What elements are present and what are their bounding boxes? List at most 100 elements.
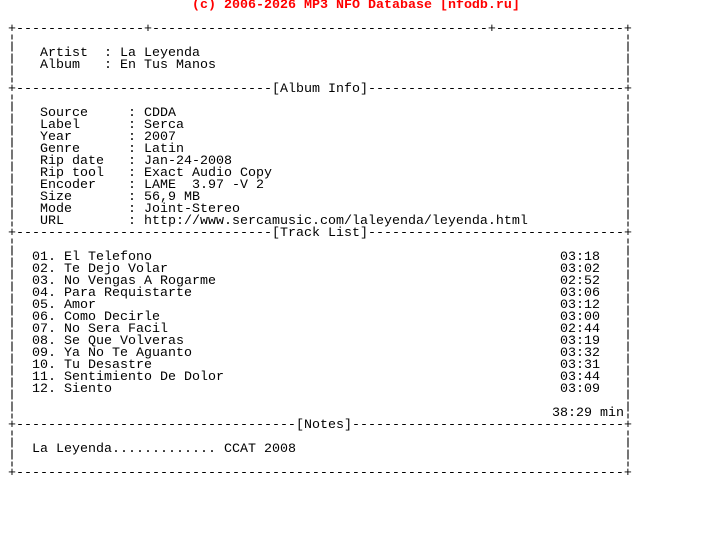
colon: : bbox=[128, 130, 136, 145]
colon: : bbox=[128, 202, 136, 217]
track-time: 03:06 bbox=[560, 286, 600, 301]
field-value: Latin bbox=[144, 142, 184, 157]
border-right: ¦ bbox=[624, 34, 632, 49]
track-title: 03. No Vengas A Rogarme bbox=[32, 274, 216, 289]
border-right: ¦ bbox=[624, 394, 632, 409]
track-title: 08. Se Que Volveras bbox=[32, 334, 184, 349]
border-left: ¦ bbox=[8, 406, 16, 421]
track-title: 04. Para Requistarte bbox=[32, 286, 192, 301]
border-right: ¦ bbox=[624, 154, 632, 169]
field-label: Year bbox=[40, 130, 72, 145]
border-right: ¦ bbox=[624, 118, 632, 133]
border-left: ¦ bbox=[8, 430, 16, 445]
colon: : bbox=[128, 166, 136, 181]
border-left: ¦ bbox=[8, 358, 16, 373]
track-title: 05. Amor bbox=[32, 298, 96, 313]
border-right: ¦ bbox=[624, 454, 632, 469]
border-left: ¦ bbox=[8, 34, 16, 49]
border-left: ¦ bbox=[8, 262, 16, 277]
album-value: En Tus Manos bbox=[120, 58, 216, 73]
border-left: ¦ bbox=[8, 274, 16, 289]
colon: : bbox=[128, 106, 136, 121]
border-left: ¦ bbox=[8, 202, 16, 217]
artist-value: La Leyenda bbox=[120, 46, 200, 61]
border-right: ¦ bbox=[624, 202, 632, 217]
border-line: --------------------------------+ bbox=[368, 226, 632, 241]
border-right: ¦ bbox=[624, 310, 632, 325]
colon: : bbox=[104, 46, 112, 61]
border-right: ¦ bbox=[624, 286, 632, 301]
track-time: 03:32 bbox=[560, 346, 600, 361]
border-line: +-------------------------------- bbox=[8, 226, 272, 241]
border-right: ¦ bbox=[624, 70, 632, 85]
border-left: ¦ bbox=[8, 106, 16, 121]
border-left: ¦ bbox=[8, 190, 16, 205]
border-left: ¦ bbox=[8, 286, 16, 301]
border-line: ----------------------------------+ bbox=[352, 418, 632, 433]
border-right: ¦ bbox=[624, 214, 632, 229]
field-label: Artist bbox=[40, 46, 88, 61]
border-left: ¦ bbox=[8, 298, 16, 313]
border-left: ¦ bbox=[8, 334, 16, 349]
field-value: CDDA bbox=[144, 106, 176, 121]
colon: : bbox=[128, 214, 136, 229]
border-left: ¦ bbox=[8, 250, 16, 265]
border-right: ¦ bbox=[624, 262, 632, 277]
border-right: ¦ bbox=[624, 370, 632, 385]
border-right: ¦ bbox=[624, 130, 632, 145]
border-left: ¦ bbox=[8, 382, 16, 397]
border-right: ¦ bbox=[624, 346, 632, 361]
track-time: 03:09 bbox=[560, 382, 600, 397]
border-left: ¦ bbox=[8, 346, 16, 361]
border-right: ¦ bbox=[624, 274, 632, 289]
field-value: Joint-Stereo bbox=[144, 202, 240, 217]
field-label: Size bbox=[40, 190, 72, 205]
border-line: --------------------------------+ bbox=[368, 82, 632, 97]
colon: : bbox=[128, 190, 136, 205]
border-right: ¦ bbox=[624, 406, 632, 421]
border-left: ¦ bbox=[8, 166, 16, 181]
total-time: 38:29 min bbox=[552, 406, 624, 421]
colon: : bbox=[128, 142, 136, 157]
border-right: ¦ bbox=[624, 166, 632, 181]
border-right: ¦ bbox=[624, 298, 632, 313]
border-right: ¦ bbox=[624, 430, 632, 445]
border-right: ¦ bbox=[624, 190, 632, 205]
border-right: ¦ bbox=[624, 106, 632, 121]
border-right: ¦ bbox=[624, 334, 632, 349]
border-left: ¦ bbox=[8, 46, 16, 61]
border-left: ¦ bbox=[8, 154, 16, 169]
field-label: Rip date bbox=[40, 154, 104, 169]
border-left: ¦ bbox=[8, 442, 16, 457]
border-left: ¦ bbox=[8, 214, 16, 229]
field-label: Rip tool bbox=[40, 166, 104, 181]
field-label: URL bbox=[40, 214, 64, 229]
track-time: 03:02 bbox=[560, 262, 600, 277]
border-left: ¦ bbox=[8, 394, 16, 409]
border-left: ¦ bbox=[8, 322, 16, 337]
field-value: 56,9 MB bbox=[144, 190, 200, 205]
colon: : bbox=[128, 178, 136, 193]
track-time: 03:44 bbox=[560, 370, 600, 385]
border-line: +---------------------------------------… bbox=[8, 466, 632, 481]
track-time: 02:52 bbox=[560, 274, 600, 289]
track-title: 02. Te Dejo Volar bbox=[32, 262, 168, 277]
field-value: LAME 3.97 -V 2 bbox=[144, 178, 264, 193]
track-title: 07. No Sera Facil bbox=[32, 322, 168, 337]
field-label: Genre bbox=[40, 142, 80, 157]
field-label: Album bbox=[40, 58, 80, 73]
field-value: Exact Audio Copy bbox=[144, 166, 272, 181]
track-time: 03:19 bbox=[560, 334, 600, 349]
track-time: 03:31 bbox=[560, 358, 600, 373]
border-left: ¦ bbox=[8, 310, 16, 325]
border-left: ¦ bbox=[8, 94, 16, 109]
section-title: [Notes] bbox=[296, 418, 352, 433]
border-left: ¦ bbox=[8, 118, 16, 133]
section-title: [Album Info] bbox=[272, 82, 368, 97]
track-title: 12. Siento bbox=[32, 382, 112, 397]
border-left: ¦ bbox=[8, 178, 16, 193]
border-right: ¦ bbox=[624, 250, 632, 265]
border-right: ¦ bbox=[624, 46, 632, 61]
field-value: Jan-24-2008 bbox=[144, 154, 232, 169]
border-left: ¦ bbox=[8, 454, 16, 469]
